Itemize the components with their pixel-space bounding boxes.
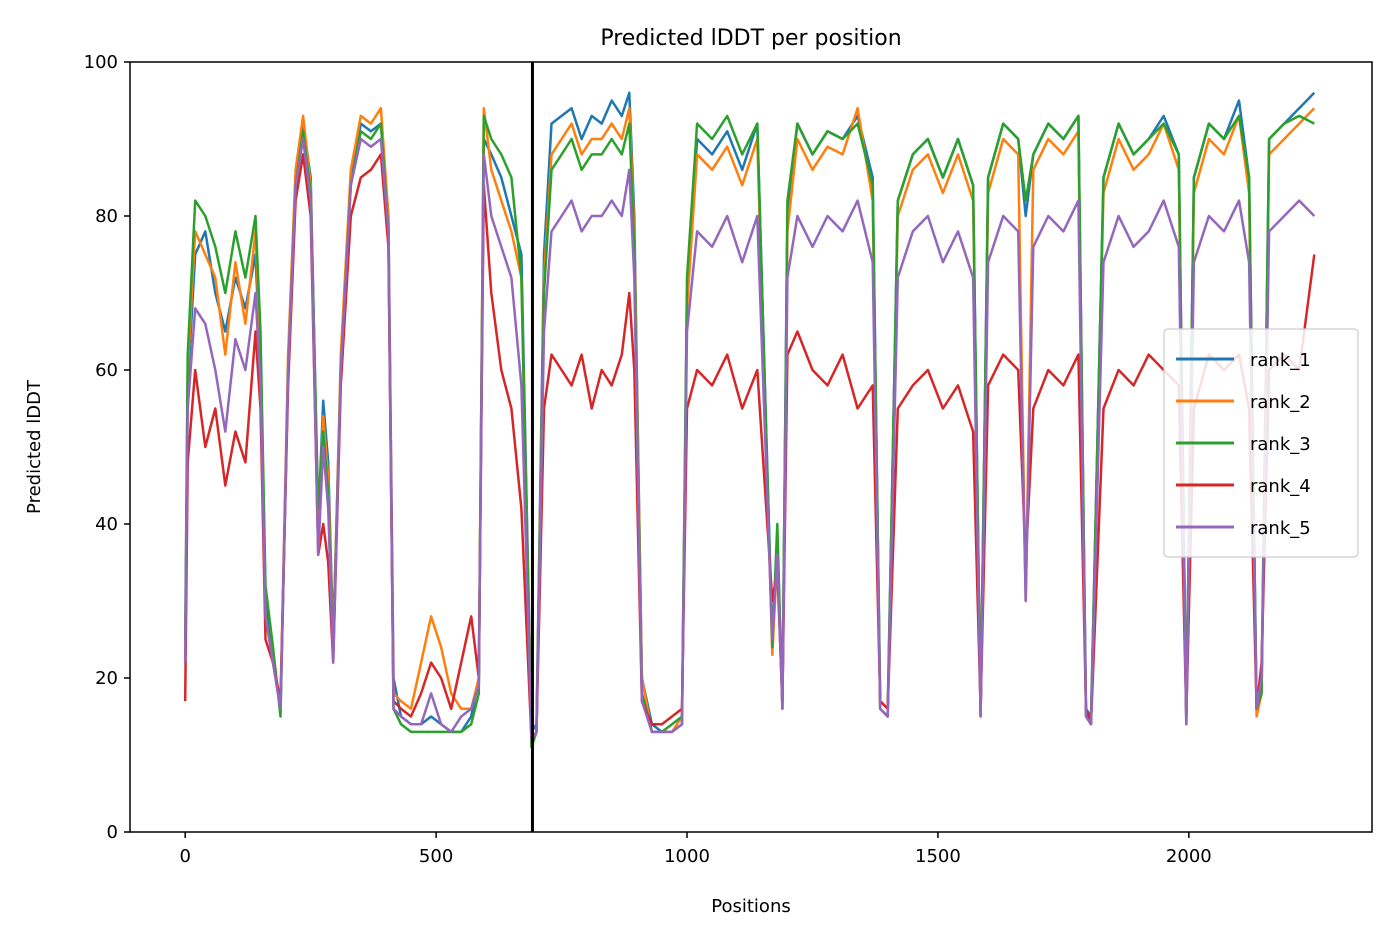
series-line-rank_1 xyxy=(183,91,1316,734)
x-axis: 0 500 1000 1500 2000 xyxy=(179,832,1212,867)
legend: rank_1 rank_2 rank_3 rank_4 rank_5 xyxy=(1163,328,1359,558)
series-line-rank_4 xyxy=(183,153,1316,741)
y-tick-label: 0 xyxy=(107,822,118,843)
plot-area xyxy=(183,62,1316,832)
y-tick-label: 100 xyxy=(84,52,118,73)
y-tick-label: 60 xyxy=(95,360,118,381)
x-tick-label: 500 xyxy=(419,846,453,867)
x-tick-label: 0 xyxy=(179,846,190,867)
y-tick-label: 40 xyxy=(95,514,118,535)
x-tick-label: 1500 xyxy=(915,846,961,867)
legend-label-rank_2: rank_2 xyxy=(1250,392,1311,413)
y-axis-label: Predicted lDDT xyxy=(24,379,45,514)
x-axis-label: Positions xyxy=(711,896,790,917)
x-tick-label: 1000 xyxy=(664,846,710,867)
legend-label-rank_4: rank_4 xyxy=(1250,476,1311,497)
series-line-rank_3 xyxy=(183,114,1315,749)
y-tick-label: 80 xyxy=(95,206,118,227)
chart-title: Predicted lDDT per position xyxy=(600,26,901,51)
legend-label-rank_1: rank_1 xyxy=(1250,350,1311,371)
legend-label-rank_5: rank_5 xyxy=(1250,518,1311,539)
y-tick-label: 20 xyxy=(95,668,118,689)
legend-label-rank_3: rank_3 xyxy=(1250,434,1311,455)
legend-box xyxy=(1163,328,1359,558)
y-axis: 0 20 40 60 80 100 xyxy=(84,52,130,843)
x-tick-label: 2000 xyxy=(1166,846,1212,867)
plot-frame xyxy=(129,61,1373,833)
series-line-rank_5 xyxy=(183,137,1316,741)
